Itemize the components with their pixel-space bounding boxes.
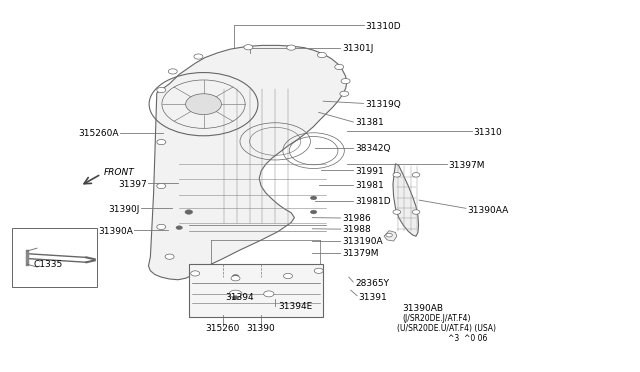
Circle shape bbox=[314, 268, 323, 273]
Circle shape bbox=[186, 94, 221, 115]
Circle shape bbox=[232, 275, 239, 278]
Circle shape bbox=[264, 291, 274, 297]
Text: 313190A: 313190A bbox=[342, 237, 383, 246]
Circle shape bbox=[157, 183, 166, 189]
Text: 31397M: 31397M bbox=[448, 161, 484, 170]
Text: 31390J: 31390J bbox=[108, 205, 140, 214]
Circle shape bbox=[168, 69, 177, 74]
Polygon shape bbox=[393, 164, 419, 236]
Text: 31991: 31991 bbox=[355, 167, 384, 176]
Circle shape bbox=[393, 210, 401, 214]
Circle shape bbox=[232, 296, 239, 299]
Circle shape bbox=[284, 273, 292, 279]
Circle shape bbox=[244, 45, 253, 50]
Polygon shape bbox=[148, 45, 347, 280]
Circle shape bbox=[157, 140, 166, 145]
Text: 31394E: 31394E bbox=[278, 302, 313, 311]
Text: 31301J: 31301J bbox=[342, 44, 374, 53]
Text: FRONT: FRONT bbox=[104, 169, 134, 177]
FancyBboxPatch shape bbox=[12, 228, 97, 287]
Circle shape bbox=[231, 276, 240, 281]
Text: 31394: 31394 bbox=[226, 293, 254, 302]
Text: 31319Q: 31319Q bbox=[365, 100, 401, 109]
Text: (J/SR20DE.J/AT.F4): (J/SR20DE.J/AT.F4) bbox=[402, 314, 470, 323]
Text: 31310: 31310 bbox=[474, 128, 502, 137]
Text: 315260: 315260 bbox=[205, 324, 240, 333]
Circle shape bbox=[310, 196, 317, 200]
Circle shape bbox=[310, 210, 317, 214]
Text: 38342Q: 38342Q bbox=[355, 144, 390, 153]
Circle shape bbox=[194, 54, 203, 59]
Circle shape bbox=[412, 210, 420, 214]
Text: 31379M: 31379M bbox=[342, 249, 379, 258]
Text: 31390: 31390 bbox=[247, 324, 275, 333]
Circle shape bbox=[287, 45, 296, 50]
Circle shape bbox=[191, 271, 200, 276]
Text: 31981: 31981 bbox=[355, 182, 384, 190]
Circle shape bbox=[165, 254, 174, 259]
Circle shape bbox=[341, 78, 350, 84]
Circle shape bbox=[157, 87, 166, 93]
Text: 31988: 31988 bbox=[342, 225, 371, 234]
Polygon shape bbox=[384, 231, 397, 241]
Circle shape bbox=[393, 173, 401, 177]
Circle shape bbox=[317, 52, 326, 58]
Text: 315260A: 315260A bbox=[78, 129, 118, 138]
Circle shape bbox=[185, 210, 193, 214]
Circle shape bbox=[412, 173, 420, 177]
Text: 31390A: 31390A bbox=[99, 227, 133, 236]
Text: 31310D: 31310D bbox=[365, 22, 401, 31]
Text: C1335: C1335 bbox=[33, 260, 63, 269]
Circle shape bbox=[386, 233, 392, 237]
Circle shape bbox=[229, 290, 242, 298]
Text: 31381: 31381 bbox=[355, 118, 384, 127]
Circle shape bbox=[335, 64, 344, 70]
Text: 28365Y: 28365Y bbox=[355, 279, 389, 288]
Text: 31981D: 31981D bbox=[355, 197, 391, 206]
Text: ^3  ^0 06: ^3 ^0 06 bbox=[448, 334, 488, 343]
Text: 31390AA: 31390AA bbox=[467, 206, 508, 215]
Text: (U/SR20DE.U/AT.F4) (USA): (U/SR20DE.U/AT.F4) (USA) bbox=[397, 324, 496, 333]
Polygon shape bbox=[189, 264, 323, 317]
Circle shape bbox=[176, 226, 182, 230]
Text: 31390AB: 31390AB bbox=[402, 304, 443, 313]
Circle shape bbox=[157, 224, 166, 230]
Text: 31986: 31986 bbox=[342, 214, 371, 223]
Circle shape bbox=[340, 91, 349, 96]
Text: 31397: 31397 bbox=[118, 180, 147, 189]
Text: 31391: 31391 bbox=[358, 293, 387, 302]
